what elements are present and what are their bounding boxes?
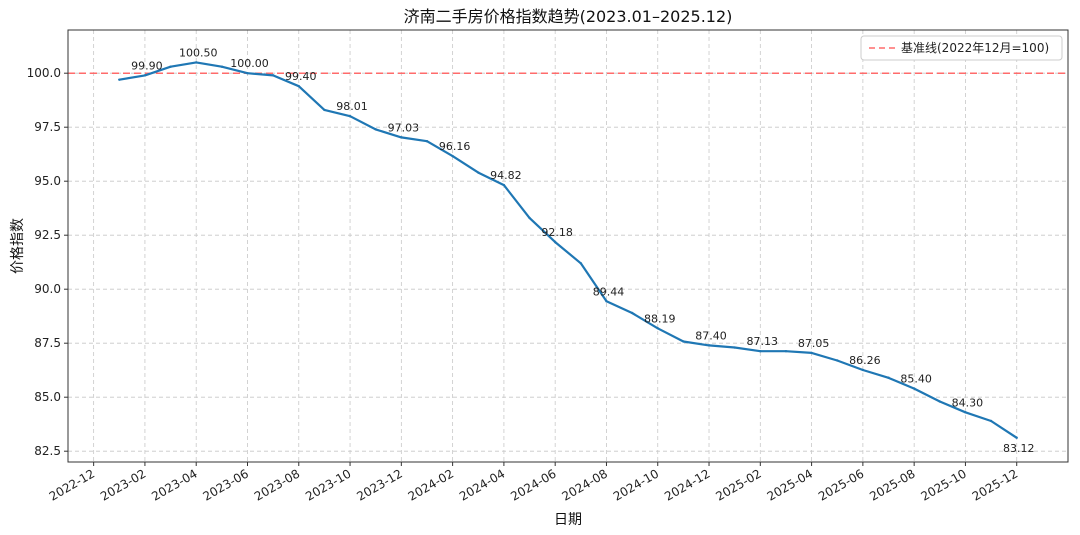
x-tick-label: 2024-08	[560, 466, 610, 503]
x-tick-label: 2023-02	[98, 466, 148, 503]
y-tick-label: 100.0	[27, 66, 61, 80]
data-label: 96.16	[439, 140, 471, 153]
data-point	[605, 300, 608, 303]
data-point	[220, 65, 224, 68]
x-tick-label: 2023-08	[252, 466, 302, 503]
data-label: 84.30	[952, 396, 984, 409]
plot-frame	[67, 29, 1069, 463]
data-point	[425, 140, 429, 143]
data-point	[836, 359, 839, 362]
x-tick-label: 2025-06	[816, 466, 866, 503]
series-layer	[118, 61, 1018, 440]
data-label: 85.40	[900, 373, 932, 386]
y-tick-label: 87.5	[34, 336, 61, 350]
data-point	[143, 74, 147, 77]
x-tick-label: 2024-12	[662, 466, 712, 503]
x-tick-label: 2023-12	[354, 466, 404, 503]
data-label: 100.00	[230, 57, 269, 70]
data-point	[733, 346, 736, 349]
y-tick-label: 85.0	[34, 390, 61, 404]
x-tick-label: 2024-10	[611, 466, 661, 503]
data-point	[579, 262, 583, 265]
x-axis-label: 日期	[554, 512, 582, 528]
data-label: 87.13	[747, 335, 779, 348]
data-label: 94.82	[490, 169, 522, 182]
data-point	[1015, 436, 1018, 440]
x-tick-label: 2024-02	[406, 466, 456, 503]
y-tick-label: 82.5	[34, 444, 61, 458]
data-label: 83.12	[1003, 442, 1035, 455]
data-point	[400, 136, 403, 139]
y-axis-label: 价格指数	[10, 218, 26, 274]
x-tick-label: 2024-04	[457, 466, 507, 503]
data-point	[348, 114, 352, 118]
data-point	[656, 327, 659, 330]
axis-layer: 82.5 85.0 87.5 90.0 92.5 95.0 97.5 100.0 2022-12…	[27, 29, 1069, 504]
data-label: 86.26	[849, 354, 881, 367]
data-label: 99.40	[285, 70, 317, 83]
data-point	[169, 65, 172, 68]
data-point	[630, 311, 634, 315]
x-tick-label: 2025-12	[970, 466, 1020, 503]
x-tick-label: 2025-04	[765, 466, 815, 503]
data-point	[938, 400, 941, 403]
data-point	[323, 108, 326, 112]
data-point	[784, 349, 788, 353]
x-tick-label: 2025-08	[867, 466, 917, 503]
data-label: 100.50	[179, 46, 218, 59]
data-point	[297, 84, 300, 88]
data-point	[912, 387, 916, 390]
series-line	[119, 61, 1018, 439]
data-point	[118, 78, 121, 81]
legend-label: 基准线(2022年12月=100)	[901, 41, 1049, 55]
data-point	[861, 368, 865, 372]
data-label: 98.01	[336, 100, 368, 113]
data-label: 87.40	[695, 329, 727, 342]
legend-box	[860, 35, 1063, 61]
data-point	[989, 419, 993, 423]
x-tick-label: 2022-12	[47, 466, 97, 503]
legend: 基准线(2022年12月=100)	[860, 35, 1063, 61]
data-label: 88.19	[644, 312, 676, 325]
data-point	[271, 74, 275, 77]
data-point	[707, 344, 711, 347]
x-tick-label: 2023-10	[303, 466, 353, 503]
y-tick-label: 90.0	[34, 282, 61, 296]
data-point	[195, 61, 198, 64]
data-label: 99.90	[131, 59, 163, 72]
annotation-layer: 99.90 100.50 100.00 99.40 98.01 97.03 96.16 94.…	[131, 46, 1034, 454]
data-point	[887, 376, 890, 379]
y-tick-label: 97.5	[34, 120, 61, 134]
data-point	[759, 349, 762, 353]
chart-title: 济南二手房价格指数趋势(2023.01–2025.12)	[404, 7, 733, 26]
data-point	[964, 411, 967, 414]
data-point	[477, 171, 480, 174]
data-point	[246, 72, 249, 75]
data-point	[810, 351, 813, 355]
data-point	[682, 340, 685, 343]
y-tick-label: 92.5	[34, 228, 61, 242]
x-tick-label: 2023-04	[149, 466, 199, 503]
data-point	[502, 183, 506, 187]
grid-layer	[68, 30, 1068, 462]
data-point	[451, 154, 454, 158]
data-label: 97.03	[388, 121, 420, 134]
data-label: 87.05	[798, 337, 830, 350]
x-tick-label: 2023-06	[201, 466, 251, 503]
y-tick-label: 95.0	[34, 174, 61, 188]
data-point	[374, 128, 377, 131]
x-tick-label: 2025-02	[713, 466, 763, 503]
data-point	[528, 216, 531, 220]
data-label: 92.18	[541, 226, 573, 239]
x-tick-label: 2024-06	[508, 466, 558, 503]
data-label: 89.44	[593, 285, 625, 298]
data-point	[553, 240, 557, 244]
x-tick-label: 2025-10	[919, 466, 969, 503]
